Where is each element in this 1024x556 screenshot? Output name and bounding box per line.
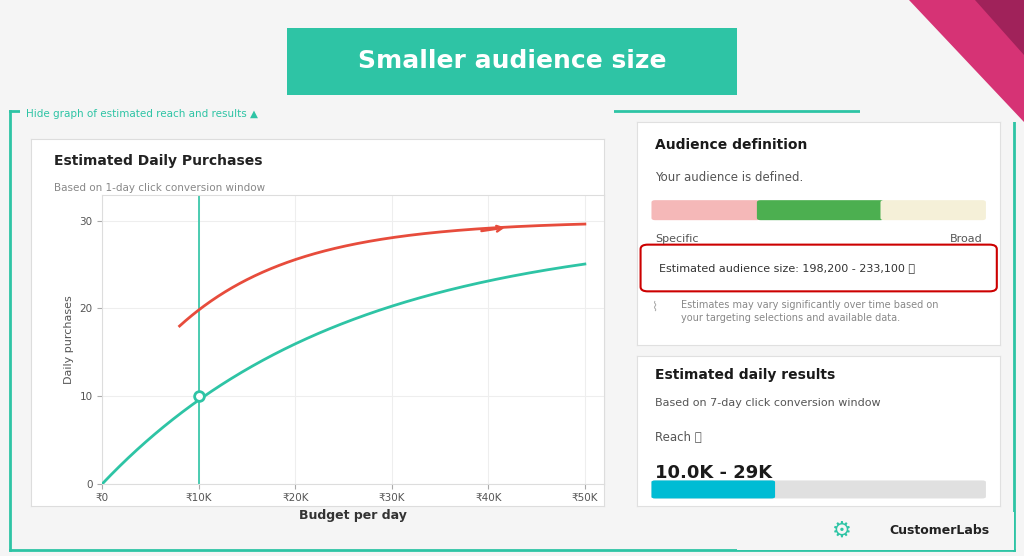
Y-axis label: Daily purchases: Daily purchases [63,295,74,384]
Text: Reach ⓘ: Reach ⓘ [655,431,701,444]
FancyBboxPatch shape [651,480,986,498]
Text: Based on 1-day click conversion window: Based on 1-day click conversion window [53,183,265,193]
FancyBboxPatch shape [641,245,996,291]
Text: Specific: Specific [655,234,698,244]
Text: Audience definition: Audience definition [655,138,808,152]
Text: ⚙: ⚙ [833,521,852,541]
FancyBboxPatch shape [651,480,775,498]
Text: Estimates may vary significantly over time based on
your targeting selections an: Estimates may vary significantly over ti… [681,300,938,324]
Text: 10.0K - 29K: 10.0K - 29K [655,464,772,482]
Polygon shape [975,0,1024,55]
Text: Hide graph of estimated reach and results ▲: Hide graph of estimated reach and result… [27,109,258,119]
Text: ⌇: ⌇ [651,300,657,313]
Text: Your audience is defined.: Your audience is defined. [655,171,804,184]
Text: Broad: Broad [949,234,982,244]
Text: 10 Purchases ▾: 10 Purchases ▾ [271,216,370,229]
FancyBboxPatch shape [757,200,884,220]
Text: Based on 7-day click conversion window: Based on 7-day click conversion window [655,398,881,408]
Text: Estimated audience size: 198,200 - 233,100 ⓘ: Estimated audience size: 198,200 - 233,1… [658,263,914,273]
Text: Estimated Daily Purchases: Estimated Daily Purchases [53,153,262,168]
Text: CustomerLabs: CustomerLabs [889,524,989,538]
Polygon shape [909,0,1024,122]
X-axis label: Budget per day: Budget per day [299,509,408,522]
FancyBboxPatch shape [651,200,761,220]
Text: Estimated daily results: Estimated daily results [655,368,836,382]
Text: ₹10K Budget: ₹10K Budget [128,216,213,229]
FancyBboxPatch shape [881,200,986,220]
Text: Smaller audience size: Smaller audience size [357,49,667,73]
